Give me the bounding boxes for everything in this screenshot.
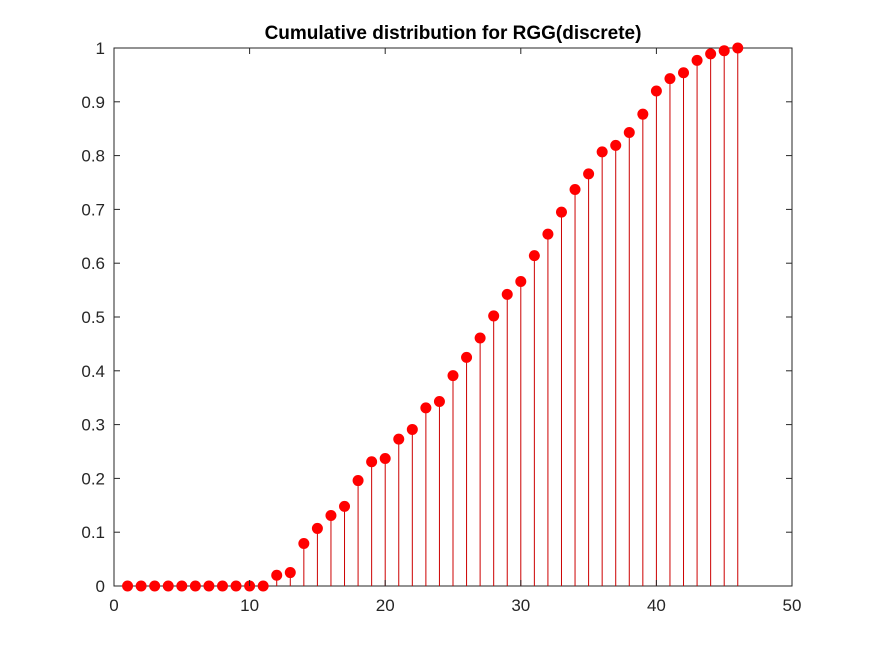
data-point	[583, 168, 595, 180]
data-point	[515, 275, 527, 287]
data-point	[542, 228, 554, 240]
data-point	[311, 522, 323, 534]
data-point	[718, 45, 730, 57]
x-tick-label: 0	[109, 596, 118, 615]
data-point	[447, 370, 459, 382]
x-tick-label: 30	[511, 596, 530, 615]
data-point	[528, 250, 540, 262]
y-tick-label: 0.2	[81, 469, 105, 488]
data-point	[162, 580, 174, 592]
data-point	[569, 183, 581, 195]
data-point	[122, 580, 134, 592]
data-point	[230, 580, 242, 592]
data-point	[461, 351, 473, 363]
data-point	[216, 580, 228, 592]
data-point	[271, 569, 283, 581]
data-point	[189, 580, 201, 592]
stem-group	[276, 48, 739, 586]
y-tick-label: 0.8	[81, 147, 105, 166]
data-point	[379, 452, 391, 464]
x-axis-ticks: 0 10 20 30 40 50	[109, 48, 801, 615]
data-point	[339, 500, 351, 512]
y-tick-label: 1	[96, 39, 105, 58]
x-tick-label: 40	[647, 596, 666, 615]
data-point	[393, 433, 405, 445]
data-point	[691, 54, 703, 66]
data-point	[488, 310, 500, 322]
y-tick-label: 0.5	[81, 308, 105, 327]
y-tick-label: 0.1	[81, 523, 105, 542]
y-tick-label: 0.4	[81, 362, 105, 381]
y-tick-label: 0.3	[81, 416, 105, 435]
y-tick-label: 0.6	[81, 254, 105, 273]
data-point	[325, 510, 337, 522]
data-point	[257, 580, 269, 592]
data-point	[176, 580, 188, 592]
y-axis-ticks: 0 0.1 0.2 0.3 0.4 0.5 0.6 0.7 0.8 0.9 1	[81, 39, 792, 596]
chart-title: Cumulative distribution for RGG(discrete…	[265, 23, 642, 44]
data-point	[637, 108, 649, 120]
data-point	[135, 580, 147, 592]
data-point	[352, 475, 364, 487]
data-point	[596, 146, 608, 158]
data-point	[732, 42, 744, 54]
data-point	[433, 395, 445, 407]
data-point	[623, 126, 635, 138]
data-point	[664, 73, 676, 85]
data-point	[203, 580, 215, 592]
data-point	[284, 567, 296, 579]
data-point	[420, 402, 432, 414]
data-point	[298, 537, 310, 549]
data-point	[705, 48, 717, 60]
data-point	[650, 85, 662, 97]
data-point	[555, 206, 567, 218]
data-point	[149, 580, 161, 592]
data-point	[366, 456, 378, 468]
data-point	[610, 139, 622, 151]
y-tick-label: 0.9	[81, 93, 105, 112]
y-tick-label: 0	[96, 577, 105, 596]
data-point	[678, 67, 690, 79]
data-point	[406, 423, 418, 435]
data-point	[474, 332, 486, 344]
x-tick-label: 50	[783, 596, 802, 615]
y-tick-label: 0.7	[81, 200, 105, 219]
data-point	[501, 288, 513, 300]
x-tick-label: 20	[376, 596, 395, 615]
x-tick-label: 10	[240, 596, 259, 615]
marker-group	[122, 42, 744, 592]
